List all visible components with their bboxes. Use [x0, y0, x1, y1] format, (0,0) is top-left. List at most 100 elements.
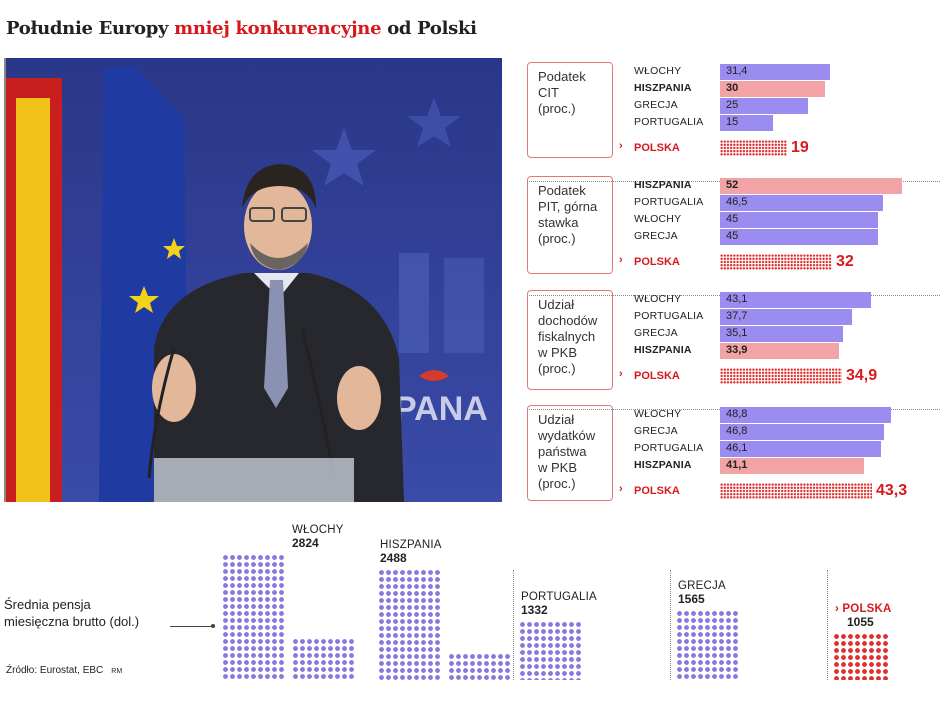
bar-value-label: 25: [726, 99, 739, 111]
country-label: HISZPANIA: [634, 82, 692, 94]
bar: [720, 115, 773, 131]
pension-label-line1: Średnia pensja: [4, 597, 91, 612]
country-label: WŁOCHY: [634, 213, 682, 225]
title-highlight: mniej konkurencyjne: [174, 18, 382, 39]
poland-value-label: 19: [791, 139, 809, 156]
pension-dots-overflow: [292, 638, 355, 680]
poland-label: POLSKA: [634, 256, 680, 268]
country-label: GRECJA: [634, 230, 678, 242]
bar-value-label: 33,9: [726, 344, 748, 356]
panel-4: Udział wydatków państwa w PKB (proc.) WŁO…: [527, 405, 940, 515]
panel-2: Podatek PIT, górna stawka (proc.) HISZPAN…: [527, 176, 940, 296]
poland-bar: [720, 483, 872, 499]
bar: [720, 407, 891, 423]
poland-arrow-icon: ›: [619, 140, 623, 152]
pension-country-label: HISZPANIA: [380, 539, 442, 551]
pension-value-label: 1565: [678, 592, 705, 606]
press-conference-photo: PANA: [4, 58, 502, 502]
title-part1: Południe Europy: [6, 18, 175, 39]
source-text: Źródło: Eurostat, EBC: [6, 665, 104, 676]
pension-leader-line: [170, 626, 212, 627]
poland-bar: [720, 140, 787, 156]
country-label: PORTUGALIA: [634, 442, 704, 454]
pension-country-label: PORTUGALIA: [521, 591, 597, 603]
bar: [720, 81, 825, 97]
bar: [720, 178, 902, 194]
bar: [720, 292, 871, 308]
pension-group: PORTUGALIA 1332: [513, 540, 658, 680]
poland-label: POLSKA: [634, 370, 680, 382]
bar-value-label: 52: [726, 179, 739, 191]
bar: [720, 424, 884, 440]
country-label: GRECJA: [634, 425, 678, 437]
bar-value-label: 46,1: [726, 442, 748, 454]
pension-label-line2: miesięczna brutto (dol.): [4, 614, 140, 629]
pension-country-label: GRECJA: [678, 580, 726, 592]
poland-arrow-icon: ›: [619, 254, 623, 266]
title-part2: od Polski: [381, 18, 477, 39]
poland-bar: [720, 254, 832, 270]
bar-value-label: 48,8: [726, 408, 748, 420]
pension-dots: [222, 554, 285, 680]
country-label: WŁOCHY: [634, 65, 682, 77]
bar-value-label: 45: [726, 213, 739, 225]
backdrop-text: PANA: [394, 390, 488, 428]
pension-dots: [378, 569, 441, 680]
pension-dots: [833, 633, 889, 680]
country-label: PORTUGALIA: [634, 116, 704, 128]
pension-separator: [513, 570, 514, 680]
pension-value-label: 1332: [521, 603, 548, 617]
pension-separator: [670, 570, 671, 680]
pension-group: HISZPANIA 2488: [378, 539, 524, 680]
panel-category-label: Udział dochodów fiskalnych w PKB (proc.): [527, 290, 613, 390]
country-label: HISZPANIA: [634, 179, 692, 191]
pension-value-label: 1055: [847, 615, 874, 629]
pension-value-label: 2824: [292, 536, 319, 550]
pension-country-label: › POLSKA: [835, 603, 892, 615]
bar: [720, 212, 878, 228]
panel-category-label: Podatek CIT (proc.): [527, 62, 613, 158]
country-label: PORTUGALIA: [634, 310, 704, 322]
bar-value-label: 46,8: [726, 425, 748, 437]
country-label: WŁOCHY: [634, 408, 682, 420]
bar: [720, 195, 883, 211]
poland-label: POLSKA: [634, 485, 680, 497]
bar: [720, 309, 852, 325]
bar-value-label: 45: [726, 230, 739, 242]
panel-category-label: Udział wydatków państwa w PKB (proc.): [527, 405, 613, 501]
chart-title: Południe Europy mniej konkurencyjne od P…: [6, 18, 477, 39]
bar: [720, 64, 830, 80]
source-note: Źródło: Eurostat, EBC RM: [6, 665, 122, 676]
pension-dots: [676, 610, 739, 680]
bar-value-label: 37,7: [726, 310, 748, 322]
bar: [720, 326, 843, 342]
bar: [720, 98, 808, 114]
panel-3: Udział dochodów fiskalnych w PKB (proc.)…: [527, 290, 940, 410]
bar: [720, 343, 839, 359]
bar: [720, 441, 881, 457]
author-initials: RM: [111, 668, 123, 675]
poland-arrow-icon: ›: [619, 368, 623, 380]
pension-dots: [519, 621, 582, 680]
pension-country-label: WŁOCHY: [292, 524, 344, 536]
bar-value-label: 15: [726, 116, 739, 128]
bar-value-label: 35,1: [726, 327, 748, 339]
poland-value-label: 32: [836, 253, 854, 270]
bar-value-label: 41,1: [726, 459, 748, 471]
bar-value-label: 46,5: [726, 196, 748, 208]
panel-category-label: Podatek PIT, górna stawka (proc.): [527, 176, 613, 274]
poland-bar: [720, 368, 842, 384]
bar: [720, 229, 878, 245]
bar-value-label: 43,1: [726, 293, 748, 305]
country-label: PORTUGALIA: [634, 196, 704, 208]
pension-leader-dot: [211, 624, 215, 628]
country-label: GRECJA: [634, 99, 678, 111]
pension-value-label: 2488: [380, 551, 407, 565]
bar-value-label: 30: [726, 82, 739, 94]
country-label: GRECJA: [634, 327, 678, 339]
poland-label: POLSKA: [634, 142, 680, 154]
poland-value-label: 34,9: [846, 367, 878, 384]
pension-group: WŁOCHY 2824: [222, 524, 368, 680]
pension-group: GRECJA 1565: [670, 540, 815, 680]
pension-label: Średnia pensja miesięczna brutto (dol.): [4, 596, 139, 630]
